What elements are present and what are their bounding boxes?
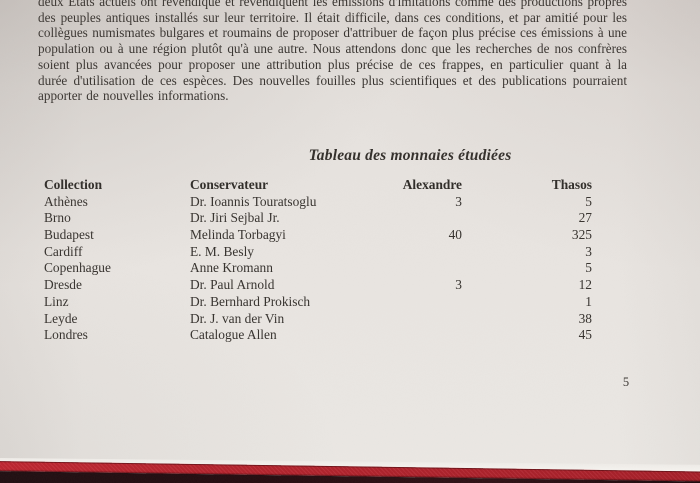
- column-header-collection: Collection: [44, 177, 103, 192]
- alexandre-cell: 3: [455, 193, 462, 209]
- alexandre-cell: [340, 311, 462, 328]
- thasos-cell: 38: [578, 310, 592, 326]
- column-header-conservateur: Conservateur: [190, 177, 269, 192]
- coins-table: Collection Conservateur Alexandre Thasos…: [44, 177, 592, 344]
- alexandre-cell: [340, 210, 462, 227]
- collection-cell: Budapest: [44, 227, 94, 243]
- column-header-alexandre: Alexandre: [402, 177, 462, 192]
- collection-cell: Cardiff: [44, 243, 83, 259]
- conservateur-cell: Anne Kromann: [190, 260, 273, 276]
- alexandre-cell: [340, 327, 462, 344]
- conservateur-cell: E. M. Besly: [190, 243, 254, 259]
- thasos-cell: 325: [571, 227, 592, 243]
- thasos-cell: 5: [585, 193, 592, 209]
- alexandre-cell: 3: [455, 277, 462, 293]
- column-header-thasos: Thasos: [551, 177, 592, 192]
- conservateur-cell: Dr. Bernhard Prokisch: [190, 293, 311, 309]
- collection-cell: Brno: [44, 210, 71, 226]
- conservateur-cell: Dr. J. van der Vin: [190, 310, 285, 326]
- collection-cell: Londres: [44, 327, 88, 343]
- collection-cell: Copenhague: [44, 260, 111, 276]
- collection-cell: Leyde: [44, 310, 78, 326]
- conservateur-cell: Catalogue Allen: [190, 327, 277, 343]
- alexandre-cell: 40: [448, 227, 462, 243]
- collection-cell: Dresde: [44, 277, 82, 293]
- thasos-cell: 1: [585, 293, 592, 309]
- thasos-cell: 27: [578, 210, 592, 226]
- conservateur-cell: Melinda Torbagyi: [190, 227, 286, 243]
- alexandre-cell: [340, 244, 462, 261]
- thasos-cell: 5: [585, 260, 592, 276]
- table-title: Tableau des monnaies étudiées: [308, 147, 512, 164]
- conservateur-cell: Dr. Jiri Sejbal Jr.: [190, 210, 280, 226]
- thasos-cell: 12: [578, 277, 592, 293]
- thasos-cell: 3: [585, 243, 592, 259]
- page-number: 5: [622, 375, 630, 389]
- body-paragraph: deux États actuels ont revendiqué et rev…: [38, 0, 627, 104]
- alexandre-cell: [340, 260, 462, 277]
- alexandre-cell: [340, 294, 462, 311]
- collection-cell: Athènes: [44, 193, 88, 209]
- thasos-cell: 45: [578, 327, 592, 343]
- collection-cell: Linz: [44, 293, 69, 309]
- conservateur-cell: Dr. Paul Arnold: [190, 277, 275, 293]
- conservateur-cell: Dr. Ioannis Touratsoglu: [190, 193, 317, 209]
